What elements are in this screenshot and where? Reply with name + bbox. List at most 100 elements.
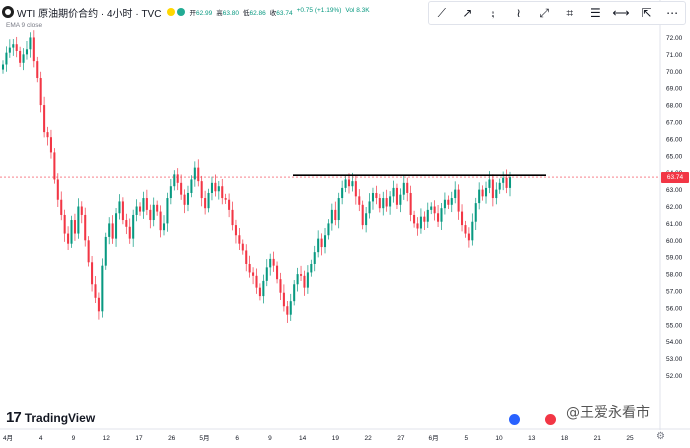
path-icon[interactable]: ≀ bbox=[516, 6, 521, 20]
market-status bbox=[167, 8, 186, 16]
candle-body bbox=[193, 167, 196, 180]
extended-line-icon[interactable]: ⤢ bbox=[539, 5, 549, 20]
time-tick-label: 22 bbox=[364, 435, 372, 442]
candle-body bbox=[22, 54, 25, 63]
drawing-toolbar: ⟋ ↗ ⨟ ≀ ⤢ ⌗ ☰ ⟷ ⇱ ⋯ bbox=[428, 1, 686, 25]
time-tick-label: 5月 bbox=[199, 434, 209, 442]
candle-body bbox=[454, 189, 457, 199]
arrow-icon[interactable]: ⇱ bbox=[641, 6, 652, 20]
candle-body bbox=[210, 182, 213, 193]
candle-body bbox=[53, 152, 56, 180]
candle-body bbox=[358, 196, 361, 205]
symbol-title[interactable]: WTI 原油期价合约 · 4小时 · TVC bbox=[17, 8, 162, 20]
candle-body bbox=[375, 192, 378, 199]
candle-body bbox=[502, 177, 505, 183]
candle-body bbox=[142, 198, 145, 212]
candle-body bbox=[29, 37, 32, 50]
candle-body bbox=[67, 233, 70, 244]
time-tick-label: 4月 bbox=[3, 434, 13, 442]
candle-body bbox=[306, 272, 309, 288]
candle-body bbox=[80, 206, 83, 215]
tv-logo-icon: 17 bbox=[6, 409, 22, 426]
candle-body bbox=[378, 198, 381, 209]
time-tick-label: 17 bbox=[135, 435, 143, 442]
candle-body bbox=[217, 186, 220, 192]
candle-body bbox=[234, 225, 237, 236]
candle-body bbox=[296, 274, 299, 285]
open-value: 62.99 bbox=[195, 10, 213, 17]
ohlc-values: 开62.99 高63.80 低62.86 收63.74 +0.75 (+1.19… bbox=[189, 7, 370, 17]
candle-body bbox=[60, 199, 63, 215]
candle-body bbox=[166, 198, 169, 224]
candle-body bbox=[49, 137, 52, 153]
time-tick-label: 18 bbox=[561, 435, 569, 442]
candle-body bbox=[300, 274, 303, 276]
candle-body bbox=[111, 223, 114, 239]
candle-body bbox=[173, 174, 176, 187]
high-value: 63.80 bbox=[222, 10, 240, 17]
candle-body bbox=[231, 209, 234, 226]
candle-body bbox=[461, 211, 464, 226]
candle-body bbox=[323, 235, 327, 248]
candle-body bbox=[440, 208, 443, 222]
candle-body bbox=[354, 181, 357, 197]
candle-body bbox=[104, 236, 107, 266]
candle-body bbox=[115, 213, 118, 239]
candle-body bbox=[32, 37, 35, 62]
candle-body bbox=[207, 192, 210, 209]
price-tick-label: 58.00 bbox=[666, 272, 683, 279]
candle-body bbox=[406, 182, 409, 193]
candle-body bbox=[395, 187, 398, 205]
time-tick-label: 6月 bbox=[429, 434, 439, 442]
candle-body bbox=[310, 263, 313, 273]
candle-body bbox=[118, 201, 121, 214]
horizontal-line-icon[interactable]: ⟷ bbox=[612, 6, 630, 20]
candle-body bbox=[495, 189, 498, 199]
indicator-label[interactable]: EMA 9 close bbox=[6, 22, 43, 29]
candle-body bbox=[221, 186, 224, 199]
flash-icon[interactable] bbox=[509, 414, 520, 425]
candle-body bbox=[371, 192, 375, 202]
time-tick-label: 14 bbox=[299, 435, 307, 442]
us-flag-icon[interactable] bbox=[545, 414, 556, 425]
candle-body bbox=[430, 206, 433, 210]
text-icon[interactable]: ⨟ bbox=[491, 5, 495, 20]
candle-body bbox=[365, 213, 368, 226]
price-tick-label: 52.00 bbox=[666, 373, 683, 380]
candle-body bbox=[36, 61, 39, 79]
candle-body bbox=[313, 252, 316, 264]
price-tick-label: 55.00 bbox=[666, 322, 683, 329]
candle-body bbox=[402, 182, 405, 195]
candle-body bbox=[258, 287, 261, 297]
price-tick-label: 60.00 bbox=[666, 238, 683, 245]
candle-body bbox=[392, 187, 395, 197]
candle-body bbox=[416, 223, 419, 229]
candle-body bbox=[320, 238, 323, 248]
candle-body bbox=[265, 267, 268, 281]
current-price-tag: 63.74 bbox=[661, 171, 689, 183]
candle-body bbox=[419, 216, 422, 229]
time-tick-label: 6 bbox=[235, 435, 239, 442]
candle-body bbox=[433, 206, 436, 214]
change-value: +0.75 (+1.19%) bbox=[296, 7, 342, 14]
more-icon[interactable]: ⋯ bbox=[666, 6, 679, 20]
candle-body bbox=[200, 181, 203, 199]
candle-body bbox=[303, 275, 306, 288]
price-tick-label: 61.00 bbox=[666, 221, 683, 228]
fib-icon[interactable]: ☰ bbox=[589, 6, 601, 20]
price-tick-label: 56.00 bbox=[666, 305, 683, 312]
candle-body bbox=[169, 186, 172, 199]
candle-body bbox=[382, 198, 385, 209]
candle-body bbox=[63, 214, 66, 234]
rectangle-icon[interactable]: ⌗ bbox=[566, 5, 574, 20]
price-tick-label: 63.00 bbox=[666, 187, 683, 194]
candle-body bbox=[15, 44, 18, 51]
time-tick-label: 21 bbox=[594, 435, 602, 442]
trend-line-icon[interactable]: ⟋ bbox=[437, 5, 446, 20]
candle-body bbox=[135, 206, 138, 215]
settings-gear-icon[interactable]: ⚙ bbox=[656, 431, 665, 442]
ray-icon[interactable]: ↗ bbox=[462, 6, 473, 20]
candle-body bbox=[145, 198, 148, 210]
